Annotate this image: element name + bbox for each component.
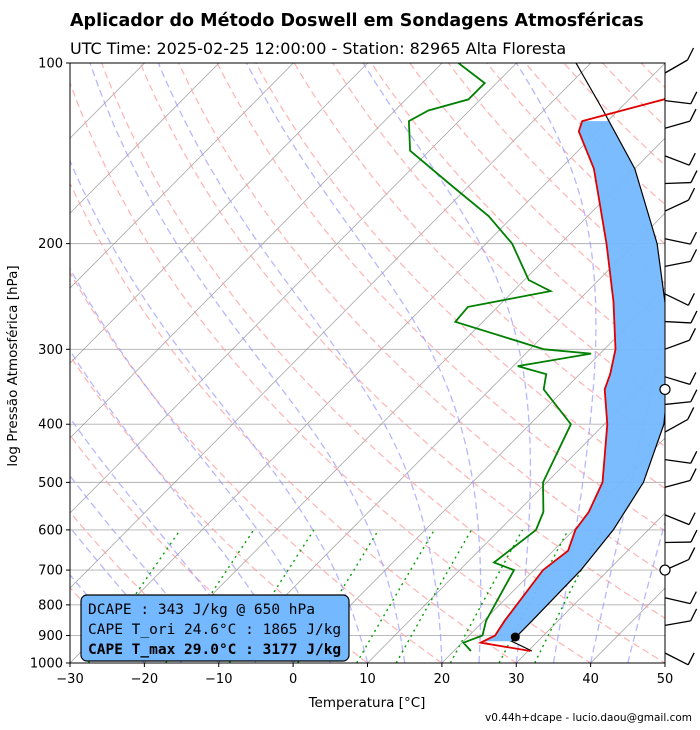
wind-barb [664, 652, 695, 666]
y-axis-label: log Pressão Atmosférica [hPa] [5, 265, 21, 466]
wind-barb [664, 468, 697, 488]
isotherm-line [70, 63, 369, 364]
x-axis-label: Temperatura [°C] [308, 695, 426, 711]
dry-adiabat-line [216, 63, 665, 532]
wind-barb [664, 407, 695, 433]
x-tick-label: 10 [359, 672, 376, 687]
x-tick-label: −10 [205, 672, 232, 687]
dry-adiabat-line [101, 63, 665, 663]
dry-adiabat-line [70, 586, 146, 663]
y-tick-label: 300 [38, 343, 63, 358]
isotherm-line [70, 63, 443, 439]
y-tick-label: 400 [38, 418, 63, 433]
x-tick-label: 20 [434, 672, 451, 687]
wind-barb [664, 293, 695, 306]
dry-adiabat-line [70, 80, 592, 663]
y-tick-label: 1000 [30, 657, 63, 672]
y-tick-label: 900 [38, 629, 63, 644]
wind-barb [664, 249, 698, 267]
dewpoint-line [407, 63, 592, 652]
lcl-marker [510, 632, 520, 642]
wind-barb [664, 512, 696, 526]
dry-adiabat-line [332, 63, 665, 406]
isotherm-line [143, 137, 665, 663]
wind-barb [664, 187, 696, 212]
wind-barb [664, 608, 698, 627]
mixing-ratio-line [395, 529, 473, 663]
y-tick-label: 500 [38, 476, 63, 491]
dry-adiabat-line [178, 63, 665, 575]
y-tick-label: 200 [38, 237, 63, 252]
moist-adiabat-line [157, 63, 443, 663]
isotherm-line [515, 512, 665, 663]
x-tick-label: 50 [657, 672, 674, 687]
cape-max-text: CAPE T_max 29.0°C : 3177 J/kg [88, 642, 341, 658]
moist-adiabat-line [70, 474, 220, 663]
wind-barb [664, 372, 697, 386]
wind-barb [664, 91, 698, 105]
wind-barb [664, 231, 698, 245]
isotherm-line [70, 63, 592, 589]
version-footer: v0.44h+dcape - lucio.daou@gmail.com [485, 712, 692, 724]
wind-barb [664, 108, 697, 129]
chart-subtitle: UTC Time: 2025-02-25 12:00:00 - Station:… [70, 39, 567, 58]
cape-area [483, 121, 665, 642]
isotherm-line [70, 63, 146, 139]
dry-adiabat-line [139, 63, 665, 619]
mixing-ratio-line [356, 529, 435, 663]
moist-adiabat-line [89, 63, 406, 663]
moist-adiabat-line [70, 573, 145, 663]
parcel-profile-line [510, 63, 665, 652]
dcape-text: DCAPE : 343 J/kg @ 650 hPa [88, 602, 315, 618]
dry-adiabat-line [70, 511, 220, 663]
cape-info-box [80, 594, 350, 662]
y-tick-label: 600 [38, 523, 63, 538]
calm-wind-marker [659, 383, 671, 396]
wind-barb [664, 310, 698, 324]
mixing-ratio-line [165, 529, 255, 663]
y-tick-label: 700 [38, 564, 63, 579]
dry-adiabat-line [70, 181, 518, 663]
wind-barb [664, 529, 698, 544]
y-tick-label: 100 [38, 57, 63, 72]
moist-adiabat-line [70, 159, 369, 663]
chart-title: Aplicador do Método Doswell em Sondagens… [70, 11, 644, 31]
cape-ori-text: CAPE T_ori 24.6°C : 1865 J/kg [88, 622, 341, 638]
mixing-ratio-line [449, 529, 524, 663]
x-tick-label: 40 [582, 672, 599, 687]
isotherm-line [70, 63, 294, 289]
calm-wind-marker [659, 564, 671, 576]
dry-adiabat-line [370, 63, 665, 365]
isotherm-line [218, 212, 665, 663]
x-tick-label: −20 [131, 672, 158, 687]
isotherm-line [441, 437, 665, 663]
mixing-ratio-line [534, 529, 603, 663]
isotherm-line [292, 287, 665, 663]
wind-barb [664, 389, 698, 406]
temperature-line [477, 97, 665, 652]
isotherm-line [366, 362, 665, 663]
moist-adiabat-line [362, 63, 532, 663]
x-tick-label: −30 [56, 672, 83, 687]
wind-barb [664, 328, 697, 350]
isotherm-line [70, 63, 220, 214]
x-tick-label: 30 [508, 672, 525, 687]
wind-barb [664, 47, 695, 74]
moist-adiabat-line [70, 526, 183, 663]
x-tick-label: 0 [289, 672, 297, 687]
y-tick-label: 800 [38, 598, 63, 613]
isotherm-line [70, 63, 518, 514]
dry-adiabat-line [70, 271, 443, 663]
wind-barb [664, 170, 698, 185]
wind-barb [664, 152, 696, 166]
wind-barb [664, 450, 698, 464]
moist-adiabat-line [245, 63, 482, 663]
moist-adiabat-line [515, 63, 597, 663]
wind-barb [664, 591, 697, 605]
